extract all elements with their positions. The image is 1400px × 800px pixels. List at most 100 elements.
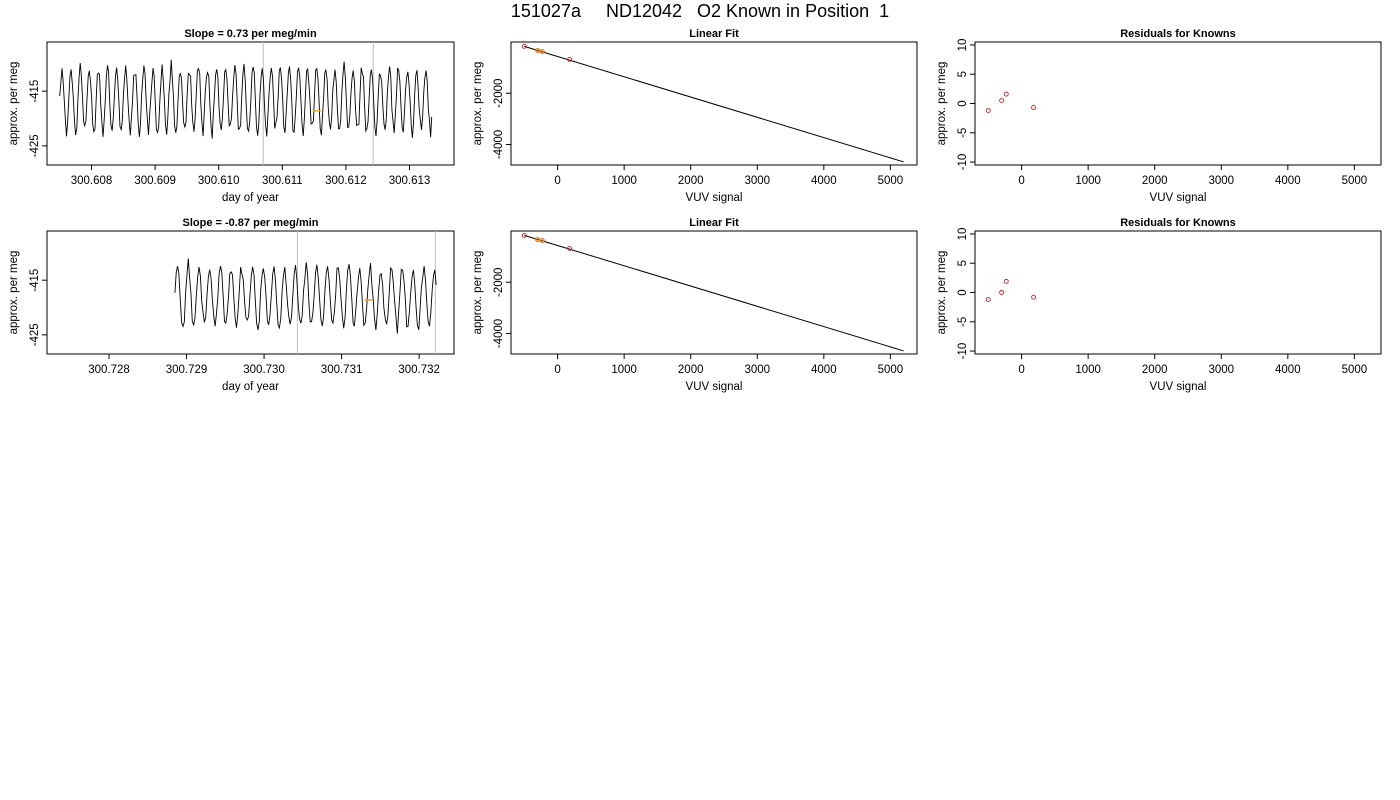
plot-frame [510,230,918,355]
y-tick-label: -425 [29,323,41,346]
x-tick-label: 2000 [1142,364,1168,376]
data-point [521,232,527,238]
panel-title: Residuals for Knowns [1120,217,1236,229]
y-tick-label: 0 [957,100,969,106]
x-tick-label: 5000 [1342,175,1368,187]
x-tick-label: 4000 [1275,364,1301,376]
y-tick-label: 5 [957,260,969,266]
data-point [999,98,1005,104]
panel-row2-timeseries: Slope = -0.87 per meg/min 300.728 300.729 3… [8,217,455,393]
panel-row1-timeseries: Slope = 0.73 per meg/min 300.608 300.609 30… [8,28,455,204]
plot-area [985,91,1037,113]
highlight-point [540,49,545,54]
x-tick-label: 3000 [744,364,770,376]
x-tick-label: 2000 [678,364,704,376]
x-axis-label: VUV signal [686,192,743,204]
x-tick-label: 300.612 [325,175,367,187]
panel-title: Linear Fit [689,28,739,40]
x-tick-label: 3000 [744,175,770,187]
plot-area [521,232,904,352]
x-axis-label: VUV signal [686,381,743,393]
x-tick-label: 3000 [1208,175,1234,187]
x-tick-label: 300.610 [198,175,240,187]
x-tick-label: 5000 [878,364,904,376]
x-tick-label: 0 [1018,175,1024,187]
highlight-point [535,48,540,53]
y-tick-label: -5 [957,317,969,327]
highlight-point [540,238,545,243]
panel-title: Residuals for Knowns [1120,28,1236,40]
y-tick-label: 5 [957,71,969,77]
plot-frame [46,41,455,166]
x-tick-label: 0 [554,364,560,376]
plot-frame [46,230,455,355]
highlight-point [535,237,540,242]
x-axis-label: day of year [222,192,279,204]
x-tick-label: 300.730 [243,364,285,376]
x-tick-label: 300.732 [398,364,440,376]
y-tick-label: -4000 [493,319,505,348]
y-axis-label: approx. per meg [936,251,948,335]
y-axis-label: approx. per meg [936,62,948,146]
data-point [985,108,991,113]
x-tick-label: 2000 [678,175,704,187]
y-tick-label: -4000 [493,130,505,159]
x-tick-label: 300.729 [166,364,208,376]
y-tick-label: -415 [29,80,41,103]
data-point [985,297,991,302]
data-point [521,43,527,49]
y-tick-label: -10 [957,154,969,171]
x-tick-label: 300.608 [71,175,113,187]
x-tick-label: 4000 [1275,175,1301,187]
x-tick-label: 0 [554,175,560,187]
panel-row2-linearfit: Linear Fit 0 1000 2000 3000 4000 5000 -2000 -400… [472,217,918,393]
x-tick-label: 0 [1018,364,1024,376]
data-point [567,245,573,251]
y-tick-label: -2000 [493,268,505,297]
y-tick-label: -10 [957,343,969,360]
y-tick-label: -415 [29,269,41,292]
panel-title: Slope = 0.73 per meg/min [184,28,317,40]
fit-line [524,45,904,163]
panel-title: Linear Fit [689,217,739,229]
signal-trace [59,59,433,139]
data-point [1031,105,1037,111]
x-tick-label: 4000 [811,364,837,376]
panel-row2-residuals: Residuals for Knowns 0 1000 2000 3000 4000 500… [936,217,1382,393]
figure-title: 151027a ND12042 O2 Known in Position 1 [510,1,890,21]
x-tick-label: 300.731 [321,364,363,376]
x-tick-label: 4000 [811,175,837,187]
y-axis-label: approx. per meg [8,62,20,146]
data-point [999,290,1005,295]
fit-line [524,234,904,352]
plot-area [985,278,1037,302]
y-tick-label: 0 [957,289,969,295]
x-tick-label: 1000 [611,175,637,187]
y-axis-label: approx. per meg [8,251,20,335]
panel-row1-linearfit: Linear Fit 0 1000 2000 3000 4000 5000 -2000 -400… [472,28,918,204]
y-axis-label: approx. per meg [472,62,484,146]
y-axis-label: approx. per meg [472,251,484,335]
x-axis-label: day of year [222,381,279,393]
data-point [1031,294,1037,300]
y-tick-label: -5 [957,128,969,138]
x-tick-label: 3000 [1208,364,1234,376]
signal-trace [174,258,437,334]
plot-frame [974,230,1382,355]
x-tick-label: 300.611 [262,175,303,187]
x-tick-label: 300.613 [389,175,431,187]
plot-frame [974,41,1382,166]
data-point [1003,278,1009,284]
plot-area [174,231,437,354]
data-point [567,56,573,62]
x-tick-label: 1000 [611,364,637,376]
panel-row1-residuals: Residuals for Knowns 0 1000 2000 3000 4000 500… [936,28,1382,204]
x-tick-label: 1000 [1075,364,1101,376]
y-tick-label: 10 [957,39,969,52]
x-tick-label: 5000 [878,175,904,187]
x-tick-label: 2000 [1142,175,1168,187]
x-tick-label: 5000 [1342,364,1368,376]
plot-frame [510,41,918,166]
y-tick-label: -2000 [493,79,505,108]
